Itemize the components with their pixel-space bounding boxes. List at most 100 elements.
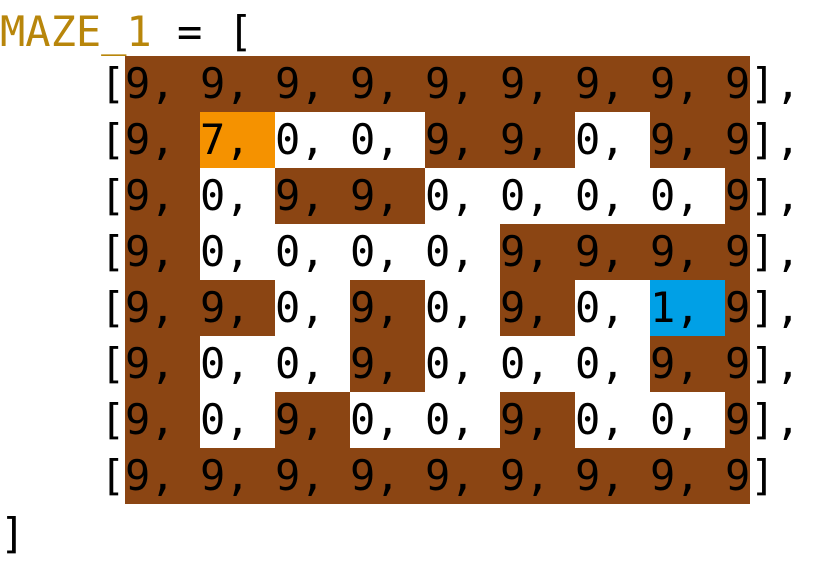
wall-cell: 9,: [350, 168, 425, 224]
cell-value: 9: [725, 227, 751, 276]
cell-separator: ,: [600, 395, 626, 444]
wall-cell: 9,: [650, 336, 725, 392]
cell-separator: ,: [300, 283, 326, 332]
open-cell: 0,: [275, 224, 350, 280]
wall-cell: 9,: [125, 56, 200, 112]
variable-name: MAZE_1: [0, 7, 152, 56]
cell-value: 9: [125, 283, 151, 332]
open-cell: 0,: [425, 392, 500, 448]
row-open-bracket: [: [100, 59, 126, 108]
cell-separator: ,: [150, 115, 176, 164]
cell-value: 9: [500, 395, 526, 444]
cell-value: 9: [275, 59, 301, 108]
wall-cell: 9,: [275, 168, 350, 224]
row-close-bracket: ],: [750, 59, 801, 108]
cell-separator: ,: [675, 171, 701, 220]
open-cell: 0,: [350, 112, 425, 168]
cell-value: 0: [425, 171, 451, 220]
cell-separator: ,: [450, 227, 476, 276]
open-cell: 0,: [575, 392, 650, 448]
cell-value: 9: [425, 451, 451, 500]
cell-value: 9: [200, 59, 226, 108]
open-cell: 0,: [200, 168, 275, 224]
cell-value: 0: [575, 171, 601, 220]
row-open-bracket: [: [100, 283, 126, 332]
cell-value: 0: [350, 395, 376, 444]
cell-value: 0: [425, 227, 451, 276]
wall-cell: 9: [725, 112, 750, 168]
wall-cell: 9,: [650, 112, 725, 168]
cell-value: 9: [725, 115, 751, 164]
cell-value: 9: [200, 283, 226, 332]
wall-cell: 9,: [350, 56, 425, 112]
open-cell: 0,: [425, 336, 500, 392]
cell-value: 9: [650, 59, 676, 108]
cell-value: 0: [425, 395, 451, 444]
cell-separator: ,: [150, 451, 176, 500]
cell-separator: ,: [450, 451, 476, 500]
wall-cell: 9,: [125, 392, 200, 448]
cell-separator: ,: [600, 171, 626, 220]
cell-value: 9: [125, 451, 151, 500]
cell-separator: ,: [525, 283, 551, 332]
cell-separator: ,: [225, 227, 251, 276]
wall-cell: 9,: [200, 56, 275, 112]
open-cell: 0,: [275, 112, 350, 168]
cell-separator: ,: [375, 59, 401, 108]
open-cell: 0,: [350, 224, 425, 280]
row-close-bracket: ],: [750, 395, 801, 444]
cell-separator: ,: [600, 115, 626, 164]
cell-value: 9: [200, 451, 226, 500]
cell-separator: ,: [675, 283, 701, 332]
maze-row: [9, 9, 9, 9, 9, 9, 9, 9, 9],: [100, 56, 801, 112]
goal-cell: 1,: [650, 280, 725, 336]
cell-value: 0: [425, 283, 451, 332]
cell-value: 9: [275, 451, 301, 500]
cell-separator: ,: [300, 59, 326, 108]
wall-cell: 9,: [125, 224, 200, 280]
cell-value: 0: [275, 339, 301, 388]
cell-value: 9: [575, 451, 601, 500]
cell-separator: ,: [450, 339, 476, 388]
wall-cell: 9,: [350, 280, 425, 336]
open-cell: 0,: [425, 280, 500, 336]
start-cell: 7,: [200, 112, 275, 168]
wall-cell: 9,: [500, 224, 575, 280]
wall-cell: 9,: [125, 448, 200, 504]
wall-cell: 9,: [500, 448, 575, 504]
maze-row: [9, 0, 0, 9, 0, 0, 0, 9, 9],: [100, 336, 801, 392]
cell-value: 0: [275, 283, 301, 332]
open-cell: 0,: [575, 280, 650, 336]
cell-value: 9: [425, 115, 451, 164]
cell-value: 0: [275, 227, 301, 276]
cell-separator: ,: [375, 339, 401, 388]
wall-cell: 9,: [350, 336, 425, 392]
cell-value: 0: [425, 339, 451, 388]
wall-cell: 9,: [125, 112, 200, 168]
cell-value: 0: [575, 115, 601, 164]
wall-cell: 9: [725, 280, 750, 336]
cell-separator: ,: [450, 171, 476, 220]
cell-separator: ,: [450, 59, 476, 108]
wall-cell: 9,: [425, 448, 500, 504]
row-close-bracket: ],: [750, 227, 801, 276]
cell-value: 9: [500, 283, 526, 332]
wall-cell: 9,: [125, 168, 200, 224]
cell-value: 7: [200, 115, 226, 164]
cell-value: 0: [200, 395, 226, 444]
cell-separator: ,: [150, 395, 176, 444]
cell-separator: ,: [300, 227, 326, 276]
cell-value: 9: [350, 339, 376, 388]
wall-cell: 9: [725, 336, 750, 392]
cell-separator: ,: [525, 339, 551, 388]
cell-separator: ,: [525, 171, 551, 220]
open-cell: 0,: [200, 392, 275, 448]
cell-value: 0: [350, 115, 376, 164]
row-close-bracket: ],: [750, 115, 801, 164]
cell-separator: ,: [675, 115, 701, 164]
open-cell: 0,: [650, 168, 725, 224]
wall-cell: 9,: [200, 280, 275, 336]
cell-separator: ,: [150, 171, 176, 220]
code-header: MAZE_1 = [: [0, 6, 253, 58]
cell-separator: ,: [600, 451, 626, 500]
